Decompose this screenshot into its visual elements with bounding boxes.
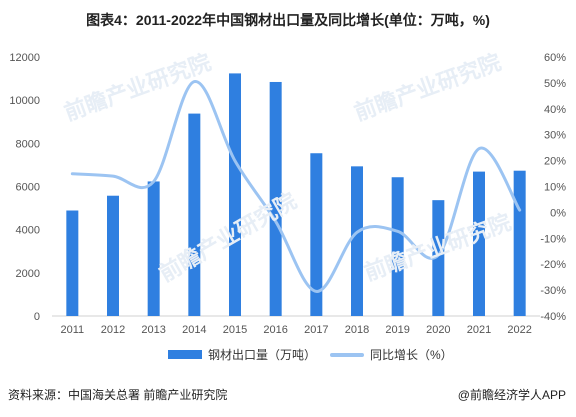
bar-2018 — [351, 166, 363, 316]
y-left-tick-label: 10000 — [9, 95, 40, 107]
x-tick-label: 2016 — [263, 324, 287, 336]
bar-2012 — [107, 195, 119, 316]
growth-line — [70, 80, 522, 293]
bar-2016 — [269, 81, 282, 316]
legend-label-line: 同比增长（%） — [370, 348, 453, 362]
legend-item-bar: 钢材出口量（万吨） — [168, 346, 316, 363]
y-right-tick-label: 60% — [544, 52, 566, 64]
brand-credit: @前瞻经济学人APP — [457, 388, 566, 402]
y-right-tick-label: 0% — [550, 207, 566, 219]
y-right-tick-label: 10% — [544, 182, 566, 194]
y-right-tick-label: 20% — [544, 156, 566, 168]
x-tick-label: 2022 — [507, 324, 531, 336]
bar-2020 — [432, 200, 445, 316]
legend-swatch-bar — [168, 350, 202, 359]
bar-2022 — [513, 170, 526, 316]
bar-2015 — [229, 73, 241, 316]
y-right-tick-label: -10% — [540, 233, 566, 245]
y-left-tick-label: 12000 — [9, 52, 40, 64]
legend-item-line: 同比增长（%） — [330, 346, 453, 363]
legend-label-bar: 钢材出口量（万吨） — [208, 348, 317, 362]
source-note: 资料来源：中国海关总署 前瞻产业研究院 — [8, 388, 228, 402]
y-left-tick-label: 6000 — [16, 182, 40, 194]
legend-swatch-line — [330, 352, 364, 357]
bar-2011 — [66, 210, 79, 316]
x-tick-label: 2020 — [426, 324, 450, 336]
bar-2014 — [188, 113, 201, 317]
y-right-tick-label: -30% — [540, 285, 566, 297]
bar-2019 — [391, 177, 404, 316]
x-tick-label: 2015 — [223, 324, 247, 336]
x-tick-label: 2014 — [182, 324, 206, 336]
bar-2013 — [147, 181, 160, 316]
x-tick-label: 2012 — [101, 324, 125, 336]
bar-2021 — [473, 171, 485, 316]
y-right-tick-label: 30% — [544, 130, 566, 142]
x-tick-label: 2013 — [141, 324, 165, 336]
x-tick-label: 2011 — [61, 324, 85, 336]
y-right-tick-label: 50% — [544, 78, 566, 90]
x-tick-label: 2019 — [385, 324, 409, 336]
y-left-tick-label: 4000 — [16, 225, 40, 237]
y-left-tick-label: 2000 — [16, 268, 40, 280]
x-tick-label: 2021 — [467, 324, 491, 336]
bar-2017 — [310, 153, 323, 316]
y-left-tick-label: 0 — [34, 311, 40, 323]
chart-title: 图表4：2011-2022年中国钢材出口量及同比增长(单位：万吨，%) — [86, 12, 490, 28]
y-right-tick-label: 40% — [544, 104, 566, 116]
x-tick-label: 2017 — [304, 324, 328, 336]
y-right-tick-label: -40% — [540, 311, 566, 323]
y-right-tick-label: -20% — [540, 259, 566, 271]
x-tick-label: 2018 — [345, 324, 369, 336]
y-left-tick-label: 8000 — [16, 138, 40, 150]
